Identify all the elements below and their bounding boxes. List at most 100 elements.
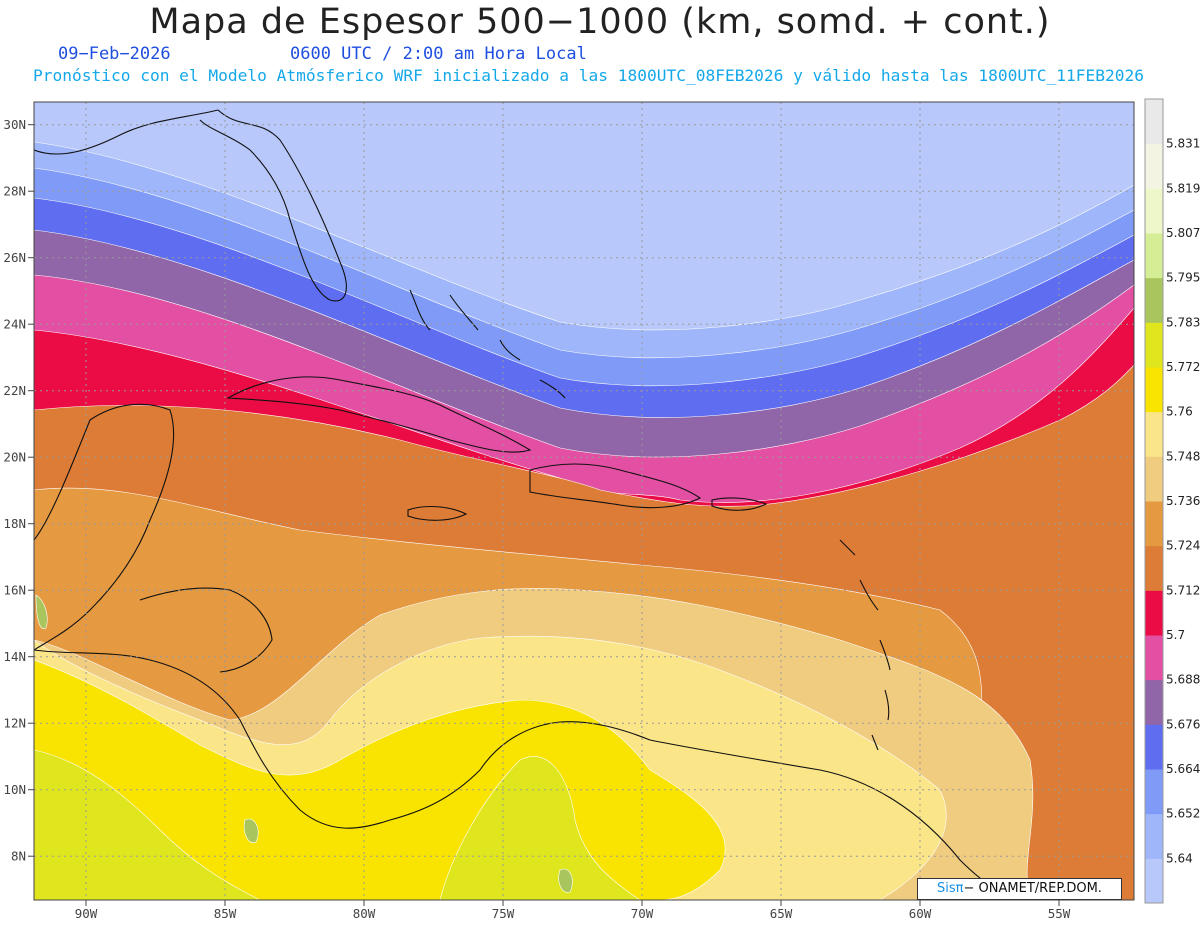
colorbar-swatch <box>1145 277 1163 323</box>
lat-label: 26N <box>3 250 26 265</box>
lat-label: 8N <box>11 849 26 864</box>
lat-tick: 22N <box>3 383 34 398</box>
colorbar-swatch <box>1145 188 1163 234</box>
colorbar-swatch <box>1145 143 1163 189</box>
colorbar-label: 5.76 <box>1166 405 1193 419</box>
lat-axis: 30N 28N 26N 24N 22N 20N 18N 16N 14N 12N … <box>3 117 34 864</box>
forecast-time: 0600 UTC / 2:00 am Hora Local <box>290 44 587 64</box>
colorbar-swatch <box>1145 367 1163 413</box>
lat-tick: 24N <box>3 317 34 332</box>
colorbar-label: 5.748 <box>1166 449 1200 463</box>
colorbar-swatch <box>1145 411 1163 457</box>
lat-label: 18N <box>3 516 26 531</box>
lon-label: 75W <box>492 906 515 921</box>
lat-tick: 8N <box>11 849 34 864</box>
lat-tick: 30N <box>3 117 34 132</box>
lat-tick: 10N <box>3 782 34 797</box>
colorbar-label: 5.724 <box>1166 539 1200 553</box>
colorbar-label: 5.712 <box>1166 583 1200 597</box>
honduras-coast <box>139 587 273 673</box>
band-5796-c <box>558 868 573 893</box>
model-info: Pronóstico con el Modelo Atmósferico WRF… <box>33 66 1145 85</box>
colorbar-label: 5.795 <box>1166 271 1200 285</box>
lat-label: 16N <box>3 583 26 598</box>
colorbar-label: 5.783 <box>1166 315 1200 329</box>
lon-label: 60W <box>909 906 932 921</box>
lon-label: 55W <box>1048 906 1071 921</box>
puerto-rico-coast <box>711 497 768 511</box>
central-america-coast <box>34 649 1021 900</box>
lon-tick: 60W <box>909 900 932 921</box>
lat-label: 28N <box>3 184 26 199</box>
colorbar-swatch <box>1145 858 1163 904</box>
lat-tick: 20N <box>3 450 34 465</box>
lat-label: 12N <box>3 716 26 731</box>
colorbar-label: 5.807 <box>1166 226 1200 240</box>
lesser-antilles <box>839 539 891 751</box>
colorbar-label: 5.664 <box>1166 762 1200 776</box>
lon-tick: 90W <box>75 900 98 921</box>
lat-tick: 14N <box>3 649 34 664</box>
band-5784 <box>34 749 261 900</box>
lat-label: 30N <box>3 117 26 132</box>
colorbar-swatch <box>1145 769 1163 815</box>
colorbar-label: 5.736 <box>1166 494 1200 508</box>
yucatan-coast <box>34 403 175 651</box>
lon-label: 85W <box>214 906 237 921</box>
colorbar-swatch <box>1145 635 1163 681</box>
lat-label: 14N <box>3 649 26 664</box>
band-5784-b <box>439 756 641 900</box>
lon-label: 65W <box>770 906 793 921</box>
thickness-field <box>34 102 1134 900</box>
colorbar-label: 5.831 <box>1166 137 1200 151</box>
colorbar-swatch <box>1145 813 1163 859</box>
colorbar-frame <box>1144 98 1164 904</box>
lon-label: 70W <box>631 906 654 921</box>
colorbar-swatch <box>1145 679 1163 725</box>
colorbar-label: 5.772 <box>1166 360 1200 374</box>
hispaniola-coast <box>529 463 702 509</box>
lat-tick: 12N <box>3 716 34 731</box>
lat-tick: 18N <box>3 516 34 531</box>
gulf-coast <box>34 109 219 155</box>
lon-tick: 55W <box>1048 900 1071 921</box>
jamaica-coast <box>407 505 468 521</box>
lat-label: 10N <box>3 782 26 797</box>
colorbar-swatch <box>1145 501 1163 547</box>
lat-label: 24N <box>3 317 26 332</box>
lon-label: 80W <box>353 906 376 921</box>
lon-tick: 70W <box>631 900 654 921</box>
colorbar-swatch <box>1145 724 1163 770</box>
plot-frame <box>33 101 1135 901</box>
band-5796-b <box>243 818 259 843</box>
lat-tick: 28N <box>3 184 34 199</box>
colorbar-swatch <box>1145 99 1163 145</box>
lat-tick: 16N <box>3 583 34 598</box>
lon-label: 90W <box>75 906 98 921</box>
colorbar: 5.831 5.819 5.807 5.795 5.783 5.772 5.76 5.748 5… <box>1144 98 1200 904</box>
colorbar-swatch <box>1145 322 1163 368</box>
graticule <box>34 102 1134 900</box>
colorbar-label: 5.688 <box>1166 673 1200 687</box>
colorbar-label: 5.676 <box>1166 717 1200 731</box>
lon-tick: 80W <box>353 900 376 921</box>
bahamas <box>409 289 566 399</box>
colorbar-swatch <box>1145 545 1163 591</box>
map-title: Mapa de Espesor 500−1000 (km, somd. + co… <box>149 2 1051 42</box>
band-5796 <box>35 594 48 630</box>
colorbar-label: 5.652 <box>1166 807 1200 821</box>
forecast-date: 09−Feb−2026 <box>58 44 171 64</box>
cuba-coast <box>226 376 532 453</box>
sispi-logo: Sisπ <box>937 881 964 896</box>
lon-axis: 90W 85W 80W 75W 70W 65W 60W 55W <box>75 900 1071 921</box>
colorbar-swatch <box>1145 233 1163 279</box>
florida-coast <box>199 109 347 302</box>
lat-label: 22N <box>3 383 26 398</box>
credit-box: Sisπ− ONAMET/REP.DOM. <box>917 878 1122 900</box>
colorbar-label: 5.64 <box>1166 851 1193 865</box>
lat-label: 20N <box>3 450 26 465</box>
lon-tick: 65W <box>770 900 793 921</box>
lat-tick: 26N <box>3 250 34 265</box>
lon-tick: 75W <box>492 900 515 921</box>
